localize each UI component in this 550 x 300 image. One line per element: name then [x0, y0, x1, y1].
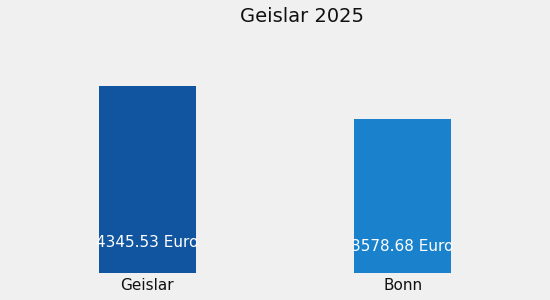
Text: 3578.68 Euro: 3578.68 Euro [351, 239, 454, 254]
Bar [354, 118, 451, 272]
Text: 4345.53 Euro: 4345.53 Euro [96, 235, 199, 250]
Title: Geislar 2025: Geislar 2025 [240, 7, 364, 26]
Bar [99, 85, 196, 272]
